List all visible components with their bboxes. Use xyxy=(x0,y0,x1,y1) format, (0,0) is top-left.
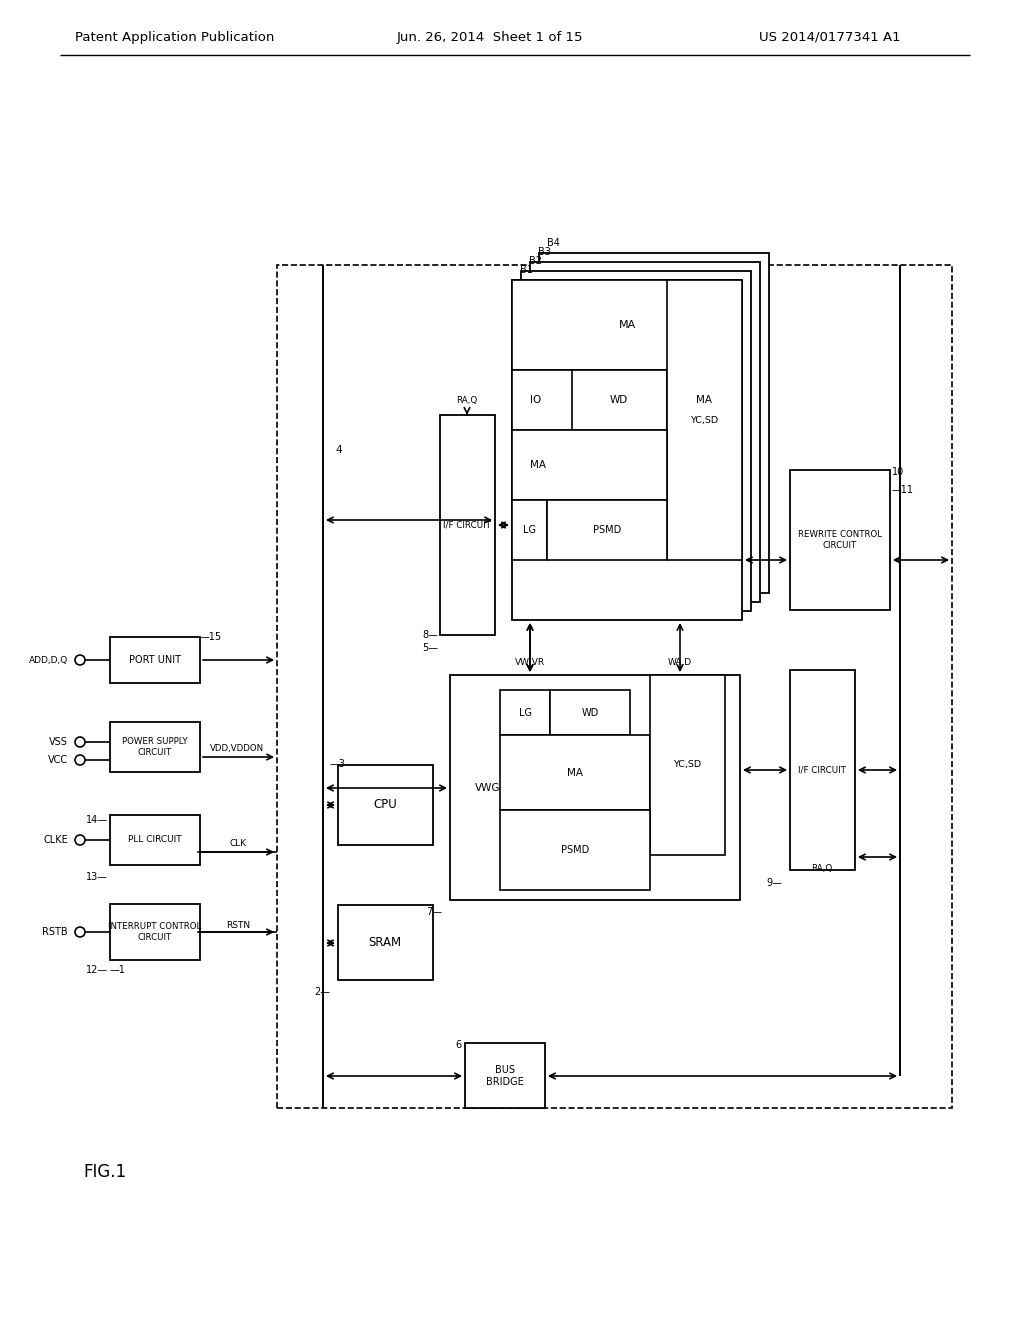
Text: 4: 4 xyxy=(335,445,342,455)
Text: B2: B2 xyxy=(529,256,542,267)
Text: RSTB: RSTB xyxy=(42,927,68,937)
Text: WD: WD xyxy=(582,708,599,718)
Text: Jun. 26, 2014  Sheet 1 of 15: Jun. 26, 2014 Sheet 1 of 15 xyxy=(396,30,584,44)
Text: LG: LG xyxy=(522,525,536,535)
Text: B1: B1 xyxy=(520,265,532,275)
Bar xyxy=(790,671,855,870)
Bar xyxy=(667,370,742,430)
Bar xyxy=(572,370,667,430)
Text: VCC: VCC xyxy=(48,755,68,766)
Text: RA,Q: RA,Q xyxy=(457,396,477,404)
Text: B3: B3 xyxy=(538,247,551,257)
Text: MA: MA xyxy=(530,459,546,470)
Bar xyxy=(512,370,742,430)
Text: 12—: 12— xyxy=(86,965,108,975)
Bar xyxy=(110,904,200,960)
Text: CPU: CPU xyxy=(373,799,397,812)
Text: SRAM: SRAM xyxy=(369,936,401,949)
Text: VW,VR: VW,VR xyxy=(515,657,545,667)
Text: IO: IO xyxy=(530,395,542,405)
Text: WA,D: WA,D xyxy=(668,657,692,667)
Bar xyxy=(539,253,769,593)
Bar xyxy=(440,414,495,635)
Text: 8—: 8— xyxy=(422,630,438,640)
Text: INTERRUPT CONTROL
CIRCUIT: INTERRUPT CONTROL CIRCUIT xyxy=(109,923,202,941)
Text: —3: —3 xyxy=(330,759,346,770)
Text: MA: MA xyxy=(567,768,583,777)
Text: PSMD: PSMD xyxy=(561,845,589,855)
Bar xyxy=(110,638,200,682)
Bar xyxy=(278,265,952,1107)
Text: I/F CIRCUIT: I/F CIRCUIT xyxy=(798,766,846,775)
Text: MA: MA xyxy=(696,395,712,405)
Text: 7—: 7— xyxy=(426,907,442,917)
Text: WD: WD xyxy=(610,395,628,405)
Text: 13—: 13— xyxy=(86,873,108,882)
Bar xyxy=(500,810,650,890)
Bar xyxy=(338,906,433,979)
Bar xyxy=(338,766,433,845)
Bar xyxy=(550,690,630,735)
Text: RSTN: RSTN xyxy=(226,920,250,929)
Bar xyxy=(512,280,742,370)
Text: PSMD: PSMD xyxy=(593,525,622,535)
Text: MA: MA xyxy=(618,319,636,330)
Text: —15: —15 xyxy=(200,632,222,642)
Text: FIG.1: FIG.1 xyxy=(83,1163,127,1181)
Text: YC,SD: YC,SD xyxy=(690,416,718,425)
Text: ADD,D,Q: ADD,D,Q xyxy=(29,656,68,664)
Text: BUS
BRIDGE: BUS BRIDGE xyxy=(486,1065,524,1086)
Text: VSS: VSS xyxy=(49,737,68,747)
Bar xyxy=(521,271,751,611)
Bar xyxy=(667,280,742,560)
Bar xyxy=(110,814,200,865)
Bar xyxy=(512,280,742,620)
Bar xyxy=(500,735,650,810)
Text: B4: B4 xyxy=(547,238,560,248)
Text: REWRITE CONTROL
CIRCUIT: REWRITE CONTROL CIRCUIT xyxy=(798,531,882,549)
Text: LG: LG xyxy=(518,708,531,718)
Text: —11: —11 xyxy=(892,484,914,495)
Bar xyxy=(530,261,760,602)
Text: CLK: CLK xyxy=(229,840,247,849)
Text: VDD,VDDON: VDD,VDDON xyxy=(210,743,264,752)
Bar xyxy=(110,722,200,772)
Text: POWER SUPPLY
CIRCUIT: POWER SUPPLY CIRCUIT xyxy=(122,738,187,756)
Text: CLKE: CLKE xyxy=(43,836,68,845)
Bar xyxy=(465,1043,545,1107)
Text: I/F CIRCUIT: I/F CIRCUIT xyxy=(443,520,490,529)
Bar xyxy=(650,675,725,855)
Text: 5—: 5— xyxy=(422,643,438,653)
Text: 10: 10 xyxy=(892,467,904,477)
Text: RA,Q: RA,Q xyxy=(811,863,833,873)
Text: —1: —1 xyxy=(110,965,126,975)
Text: PLL CIRCUIT: PLL CIRCUIT xyxy=(128,836,182,845)
Text: PORT UNIT: PORT UNIT xyxy=(129,655,181,665)
Bar xyxy=(450,675,740,900)
Text: VWG: VWG xyxy=(475,783,501,793)
Text: 2—: 2— xyxy=(314,987,330,997)
Text: Patent Application Publication: Patent Application Publication xyxy=(76,30,274,44)
Text: 6: 6 xyxy=(456,1040,462,1049)
Bar xyxy=(790,470,890,610)
Text: YC,SD: YC,SD xyxy=(673,760,701,770)
Text: 14—: 14— xyxy=(86,814,108,825)
Bar xyxy=(547,500,667,560)
Bar xyxy=(512,430,667,500)
Bar xyxy=(512,500,547,560)
Text: 9—: 9— xyxy=(766,878,782,888)
Bar xyxy=(500,690,550,735)
Text: US 2014/0177341 A1: US 2014/0177341 A1 xyxy=(759,30,901,44)
